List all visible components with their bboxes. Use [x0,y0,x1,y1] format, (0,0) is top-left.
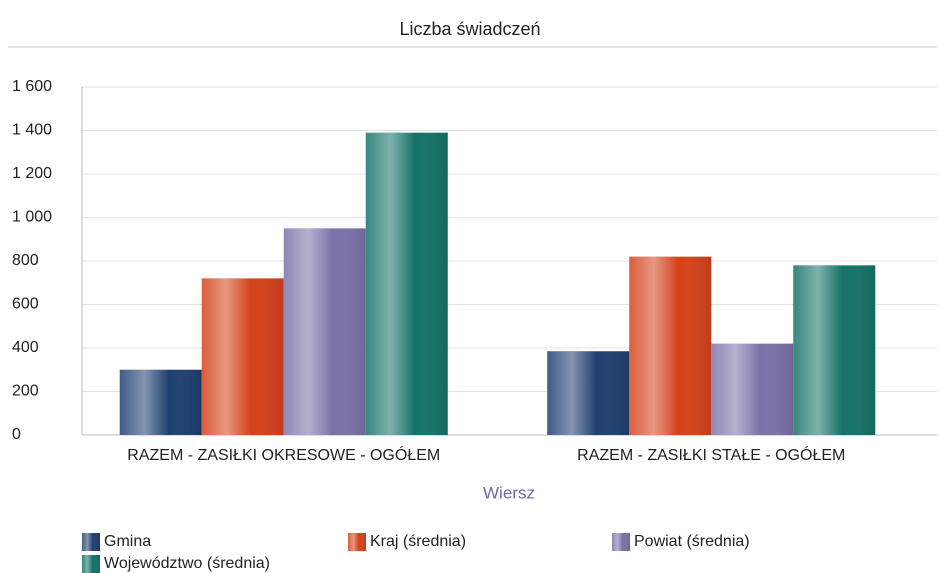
bar-sheen [119,369,202,435]
x-tick-label: RAZEM - ZASIŁKI OKRESOWE - OGÓŁEM [127,445,440,464]
bar-sheen [365,132,448,436]
y-tick-label: 400 [12,339,39,356]
y-tick-label: 1 200 [12,165,52,182]
legend-label: Powiat (średnia) [634,533,750,550]
legend-swatch-sheen [82,533,100,551]
y-tick-label: 1 400 [12,122,52,139]
x-tick-label: RAZEM - ZASIŁKI STAŁE - OGÓŁEM [577,445,845,464]
bar-sheen [793,265,876,435]
legend-label: Gmina [104,533,151,550]
chart-title: Liczba świadczeń [399,19,540,39]
y-tick-label: 800 [12,252,39,269]
legend-swatch-sheen [82,555,100,573]
bar-sheen [283,228,366,435]
legend-label: Kraj (średnia) [370,533,466,550]
legend-swatch-sheen [612,533,630,551]
bar-sheen [201,278,284,435]
y-tick-label: 600 [12,296,39,313]
bar-sheen [547,351,630,435]
y-tick-label: 1 600 [12,78,52,95]
bar-sheen [711,343,794,435]
x-axis-label: Wiersz [483,483,535,502]
y-tick-label: 200 [12,383,39,400]
y-tick-label: 1 000 [12,209,52,226]
y-tick-label: 0 [12,426,21,443]
legend-swatch-sheen [348,533,366,551]
legend-label: Województwo (średnia) [104,555,270,572]
bar-sheen [629,256,712,435]
